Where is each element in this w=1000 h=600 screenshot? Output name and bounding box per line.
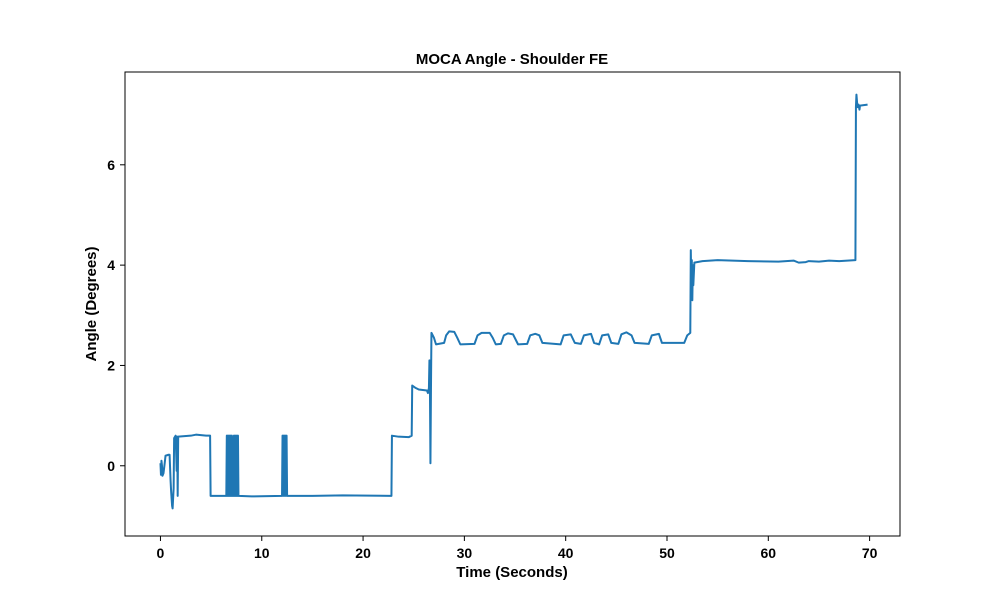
axis-ticks: 0 10 20 30 40 50 60 70 0 2 4 6 [107,157,877,561]
x-tick-label: 60 [761,545,777,561]
y-tick-label: 2 [107,357,115,373]
y-tick-label: 4 [107,257,115,273]
x-tick-label: 70 [862,545,878,561]
x-tick-label: 0 [157,545,165,561]
x-tick-label: 30 [457,545,473,561]
x-tick-label: 10 [254,545,270,561]
plot-frame [124,71,901,537]
y-tick-label: 0 [107,458,115,474]
y-tick-label: 6 [107,157,115,173]
y-axis-label: Angle (Degrees) [83,246,100,361]
chart-title: MOCA Angle - Shoulder FE [416,51,608,68]
x-tick-label: 40 [558,545,574,561]
x-tick-label: 20 [355,545,371,561]
x-axis-label: Time (Seconds) [456,564,567,581]
series-line [159,93,868,510]
x-tick-label: 50 [659,545,675,561]
